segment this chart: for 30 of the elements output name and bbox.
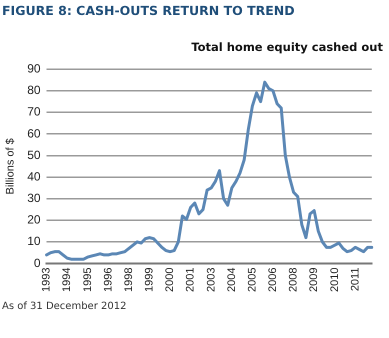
y-tick-label: 60 bbox=[27, 126, 41, 140]
x-tick-label: 2000 bbox=[164, 268, 176, 292]
x-tick-label: 1994 bbox=[61, 268, 74, 292]
x-tick-label: 2005 bbox=[246, 268, 258, 292]
y-tick-label: 30 bbox=[27, 191, 41, 206]
y-axis-title: Billions of $ bbox=[4, 138, 17, 194]
x-tick-label: 2011 bbox=[349, 268, 362, 292]
y-tick-label: 80 bbox=[27, 83, 41, 98]
y-tick-label: 90 bbox=[27, 62, 41, 76]
x-tick-label: 2004 bbox=[226, 268, 238, 292]
x-tick-label: 2010 bbox=[328, 268, 341, 292]
y-tick-label: 20 bbox=[27, 212, 41, 227]
x-tick-label: 2008 bbox=[288, 268, 300, 292]
x-tick-label: 1998 bbox=[122, 268, 135, 292]
x-tick-label: 1995 bbox=[82, 268, 94, 292]
chart-title: FIGURE 8: CASH-OUTS RETURN TO TREND bbox=[2, 3, 295, 18]
x-tick-label: 1993 bbox=[40, 268, 53, 292]
x-tick-label: 2009 bbox=[308, 268, 320, 292]
y-tick-label: 10 bbox=[27, 234, 41, 248]
x-tick-label: 1996 bbox=[102, 268, 114, 292]
x-tick-label: 1999 bbox=[144, 268, 156, 292]
text: As of 31 December 2012 bbox=[2, 300, 126, 314]
x-tick-label: 2003 bbox=[205, 268, 218, 292]
chart-subtitle: Total home equity cashed out bbox=[191, 40, 383, 54]
y-tick-label: 50 bbox=[27, 148, 41, 162]
y-tick-label: 70 bbox=[27, 104, 41, 119]
x-tick-label: 2006 bbox=[267, 268, 280, 292]
y-tick-label: 40 bbox=[27, 169, 41, 184]
x-tick-label: 2001 bbox=[184, 268, 197, 292]
y-tick-label: 0 bbox=[34, 256, 41, 270]
